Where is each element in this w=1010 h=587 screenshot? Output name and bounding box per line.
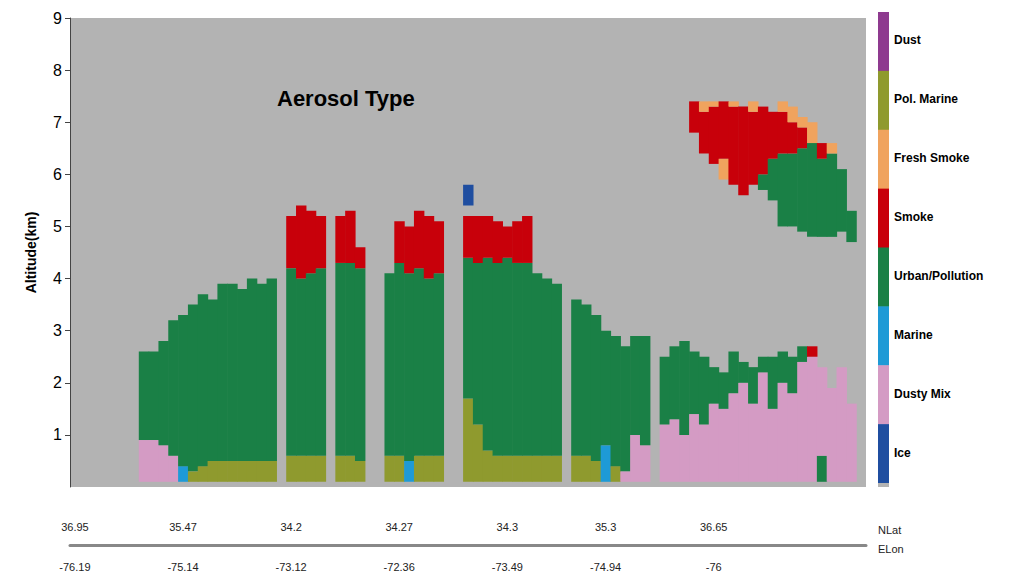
svg-text:ELon: ELon [878,543,904,555]
svg-text:Dusty Mix: Dusty Mix [894,387,951,401]
svg-text:Marine: Marine [894,328,933,342]
svg-text:3: 3 [53,322,62,339]
svg-text:4: 4 [53,270,62,287]
svg-text:35.47: 35.47 [169,521,197,533]
svg-text:7: 7 [53,114,62,131]
svg-text:6: 6 [53,166,62,183]
svg-text:Smoke: Smoke [894,210,934,224]
svg-text:Urban/Pollution: Urban/Pollution [894,269,983,283]
svg-text:-73.49: -73.49 [492,561,523,573]
svg-text:-76.19: -76.19 [59,561,90,573]
svg-text:34.3: 34.3 [497,521,518,533]
svg-text:Dust: Dust [894,33,921,47]
svg-text:1: 1 [53,426,62,443]
svg-text:34.27: 34.27 [385,521,413,533]
svg-text:Altitude(km): Altitude(km) [23,212,39,294]
svg-text:36.95: 36.95 [61,521,89,533]
svg-text:-72.36: -72.36 [384,561,415,573]
svg-text:Ice: Ice [894,446,911,460]
svg-text:-75.14: -75.14 [167,561,198,573]
svg-text:-76: -76 [706,561,722,573]
svg-text:NLat: NLat [878,524,901,536]
svg-text:Aerosol Type: Aerosol Type [277,86,415,111]
svg-text:9: 9 [53,10,62,27]
svg-text:Pol. Marine: Pol. Marine [894,92,958,106]
svg-text:34.2: 34.2 [280,521,301,533]
svg-text:8: 8 [53,62,62,79]
svg-text:-74.94: -74.94 [590,561,621,573]
svg-text:35.3: 35.3 [595,521,616,533]
svg-text:2: 2 [53,374,62,391]
svg-text:5: 5 [53,218,62,235]
svg-text:-73.12: -73.12 [276,561,307,573]
svg-text:Fresh Smoke: Fresh Smoke [894,151,970,165]
svg-text:36.65: 36.65 [700,521,728,533]
